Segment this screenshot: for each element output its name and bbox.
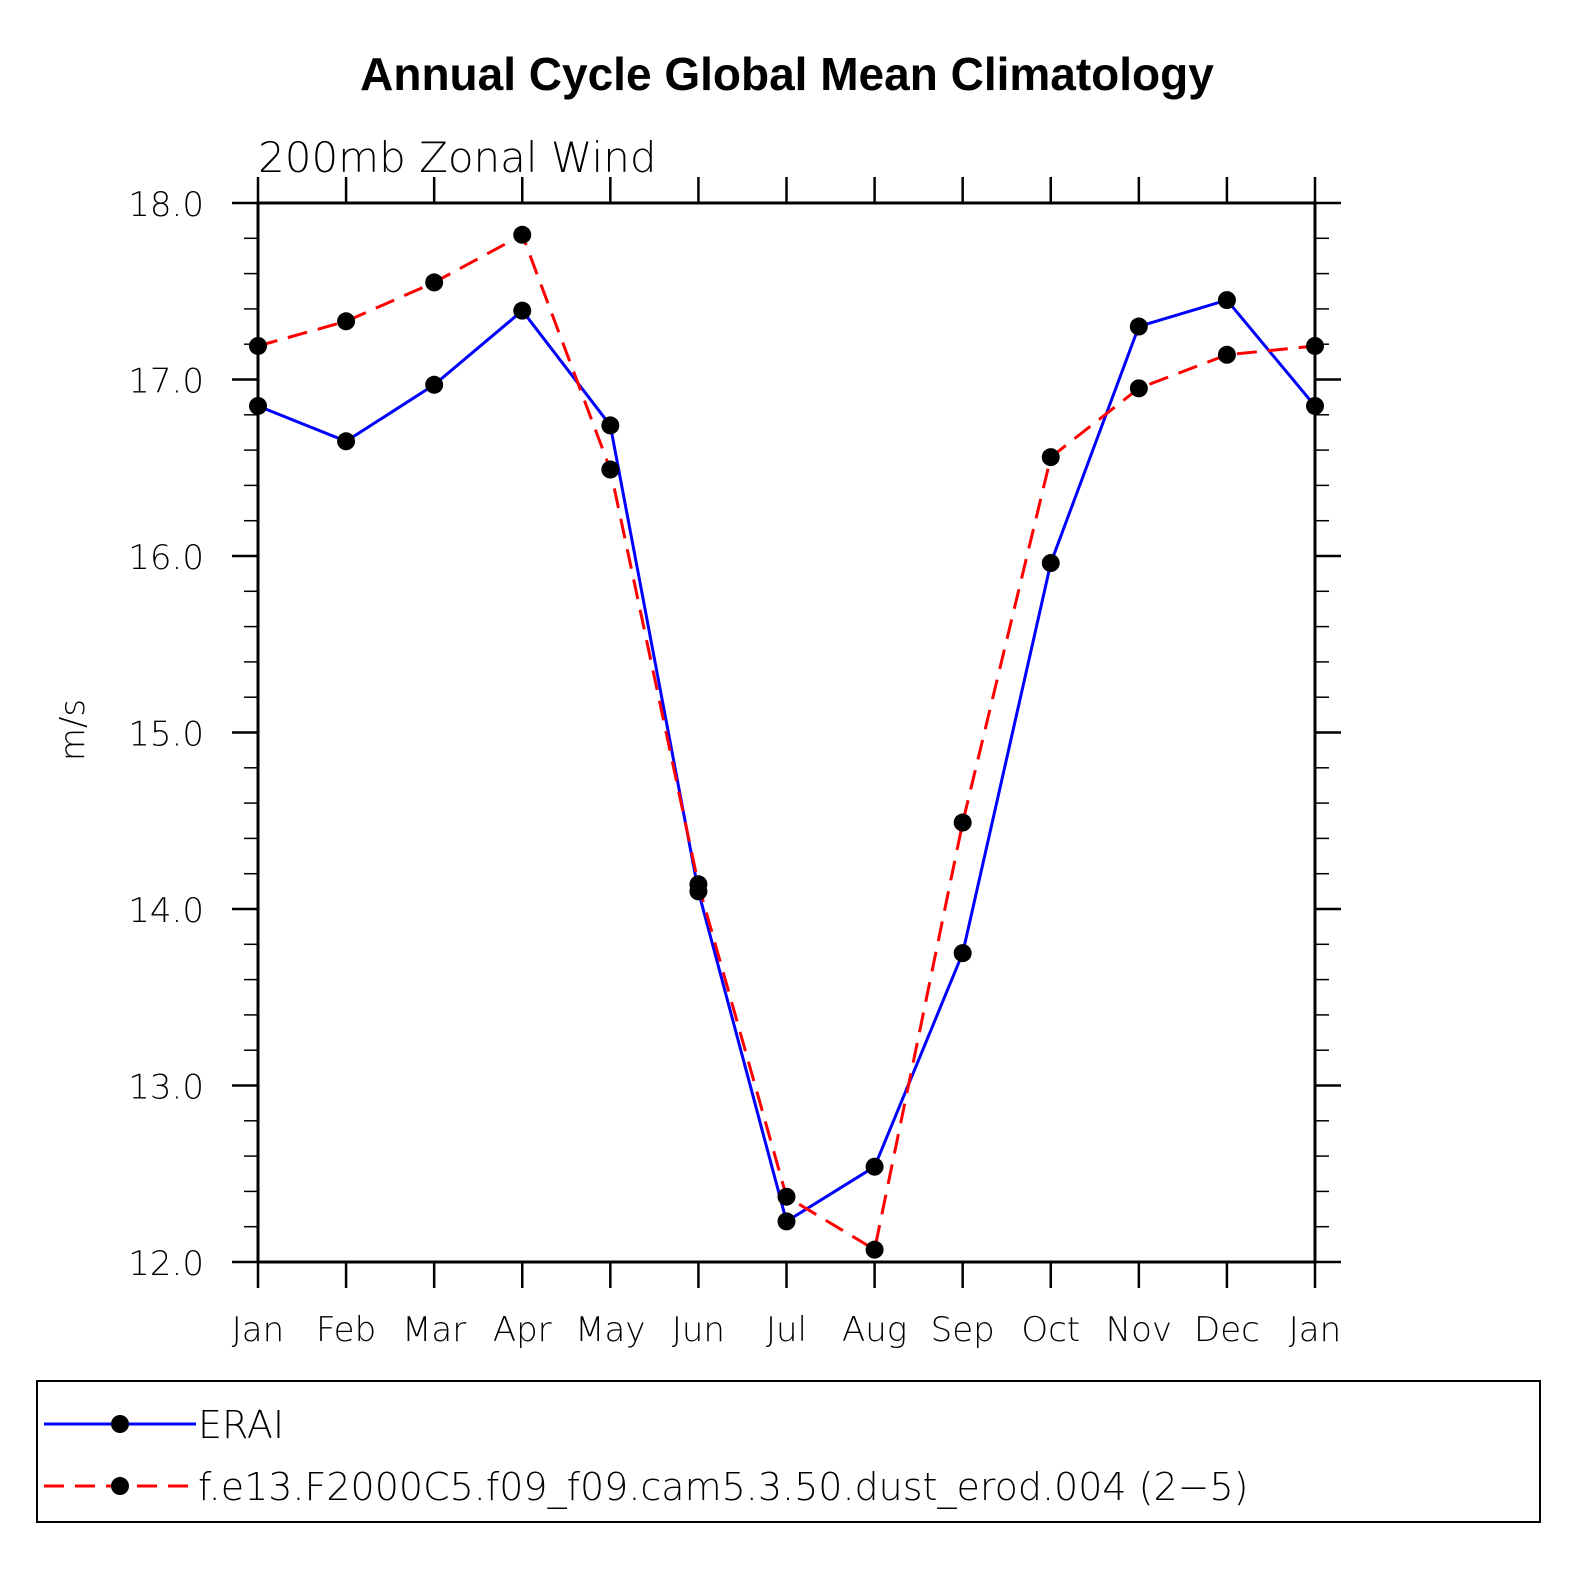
series-line-0 — [257, 298, 1317, 1224]
series-0-point — [1041, 554, 1060, 573]
series-1-point — [601, 460, 620, 479]
legend-marker-1 — [111, 1477, 129, 1495]
series-1-point — [1306, 336, 1324, 355]
series-0-point — [601, 416, 620, 435]
y-axis-label: m/s — [53, 699, 93, 761]
chart-title: Annual Cycle Global Mean Climatology — [360, 48, 1214, 100]
y-tick-label: 16.0 — [128, 538, 204, 578]
legend-marker-0 — [111, 1415, 129, 1433]
x-tick-label: Jan — [232, 1310, 284, 1350]
x-tick-label: Jul — [766, 1310, 807, 1350]
x-tick-label: Dec — [1194, 1310, 1260, 1350]
x-tick-label: Apr — [493, 1310, 552, 1350]
axes: 12.0 13.0 14.0 15.0 16.0 17.0 18.0 Jan Feb Mar Apr… — [128, 177, 1341, 1350]
y-tick-label: 15.0 — [128, 715, 204, 755]
x-tick-label: Aug — [842, 1310, 907, 1350]
x-tick-label: Oct — [1021, 1310, 1080, 1350]
series-1-point — [1217, 345, 1236, 364]
series-1-point — [337, 312, 356, 331]
series-0-point — [1217, 291, 1236, 310]
legend: ERAI f.e13.F2000C5.f09_f09.cam5.3.50.dust… — [44, 1403, 1249, 1510]
x-tick-label: Mar — [402, 1310, 466, 1350]
series-1-point — [865, 1240, 884, 1259]
series-1-point — [1041, 448, 1060, 467]
series-1-point — [953, 813, 972, 832]
series-layer — [249, 225, 1324, 1259]
x-tick-label: Jan — [1289, 1310, 1341, 1350]
series-0-point — [249, 396, 267, 415]
legend-label-1: f.e13.F2000C5.f09_f09.cam5.3.50.dust_ero… — [198, 1465, 1249, 1510]
series-1-point — [425, 273, 444, 292]
y-tick-label: 14.0 — [128, 891, 204, 931]
series-0-point — [1306, 396, 1324, 415]
series-0-point — [425, 375, 444, 394]
series-0-point — [513, 301, 532, 320]
series-1-point — [513, 225, 532, 244]
legend-label-0: ERAI — [198, 1403, 284, 1447]
series-0-point — [953, 944, 972, 963]
y-tick-label: 17.0 — [128, 362, 204, 402]
x-tick-label: May — [575, 1310, 645, 1350]
series-1-point — [249, 336, 267, 355]
series-1-point — [777, 1187, 796, 1206]
series-0-point — [337, 432, 356, 451]
y-tick-label: 12.0 — [128, 1244, 204, 1284]
series-1-point — [689, 875, 708, 894]
series-0-point — [1129, 317, 1148, 336]
series-line-1 — [257, 232, 1316, 1252]
legend-box — [36, 1380, 1541, 1523]
x-tick-label: Nov — [1106, 1310, 1172, 1350]
x-tick-label: Jun — [672, 1310, 725, 1350]
series-0-point — [777, 1212, 796, 1231]
series-1-point — [1129, 379, 1148, 398]
plot-frame — [256, 201, 1317, 1264]
chart-subtitle: 200mb Zonal Wind — [258, 133, 657, 182]
x-tick-label: Feb — [316, 1310, 376, 1350]
series-0-point — [865, 1157, 884, 1176]
y-tick-label: 18.0 — [128, 185, 204, 225]
x-tick-label: Sep — [931, 1310, 995, 1350]
y-tick-label: 13.0 — [128, 1068, 204, 1108]
